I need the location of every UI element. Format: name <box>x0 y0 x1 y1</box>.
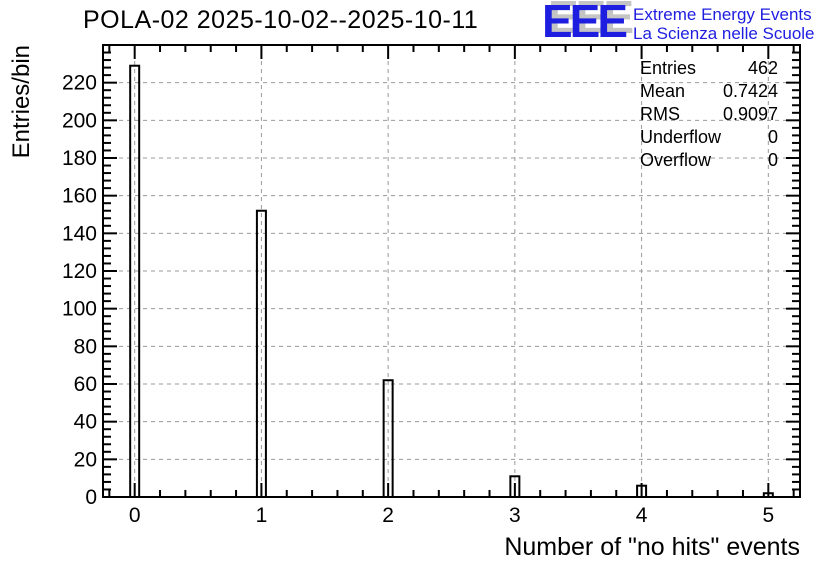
y-tick-label: 180 <box>62 147 97 170</box>
y-tick-label: 220 <box>62 72 97 95</box>
eee-logo-subtitle: Extreme Energy Events La Scienza nelle S… <box>633 2 814 43</box>
stats-box: Entries 462 Mean 0.7424 RMS 0.9097 Under… <box>640 57 778 172</box>
y-tick-label: 160 <box>62 185 97 208</box>
eee-logo: EEE Extreme Energy Events La Scienza nel… <box>542 0 815 47</box>
x-tick-label: 5 <box>762 504 774 527</box>
plot-title: POLA-02 2025-10-02--2025-10-11 <box>83 6 479 34</box>
stats-row-overflow: Overflow 0 <box>640 149 778 172</box>
stats-value: 0.9097 <box>722 104 778 124</box>
y-tick-label: 60 <box>74 373 97 396</box>
y-tick-label: 100 <box>62 298 97 321</box>
stats-label: RMS <box>640 104 680 124</box>
stats-value: 0 <box>767 127 778 147</box>
y-tick-label: 200 <box>62 109 97 132</box>
stats-label: Entries <box>640 58 697 78</box>
stats-row-rms: RMS 0.9097 <box>640 103 778 126</box>
eee-logo-acronym: EEE <box>542 0 628 47</box>
stats-label: Mean <box>640 81 686 101</box>
y-tick-label: 140 <box>62 222 97 245</box>
stats-row-entries: Entries 462 <box>640 57 778 80</box>
stats-value: 0.7424 <box>722 81 778 101</box>
stats-value: 462 <box>747 58 778 78</box>
eee-logo-subtitle-line1: Extreme Energy Events <box>633 5 812 24</box>
x-tick-label: 2 <box>382 504 394 527</box>
y-tick-label: 20 <box>74 448 97 471</box>
x-tick-label: 0 <box>129 504 141 527</box>
y-tick-label: 40 <box>74 411 97 434</box>
stats-label: Underflow <box>640 127 722 147</box>
y-tick-label: 80 <box>74 335 97 358</box>
x-axis-title: Number of "no hits" events <box>504 533 800 561</box>
y-axis-title: Entries/bin <box>8 45 35 159</box>
eee-logo-subtitle-line2: La Scienza nelle Scuole <box>633 24 815 43</box>
stats-value: 0 <box>767 150 778 170</box>
y-tick-label: 0 <box>85 486 97 509</box>
x-tick-label: 3 <box>509 504 521 527</box>
x-tick-label: 4 <box>636 504 648 527</box>
y-tick-label: 120 <box>62 260 97 283</box>
stats-row-underflow: Underflow 0 <box>640 126 778 149</box>
stats-label: Overflow <box>640 150 712 170</box>
x-tick-label: 1 <box>256 504 268 527</box>
stats-row-mean: Mean 0.7424 <box>640 80 778 103</box>
